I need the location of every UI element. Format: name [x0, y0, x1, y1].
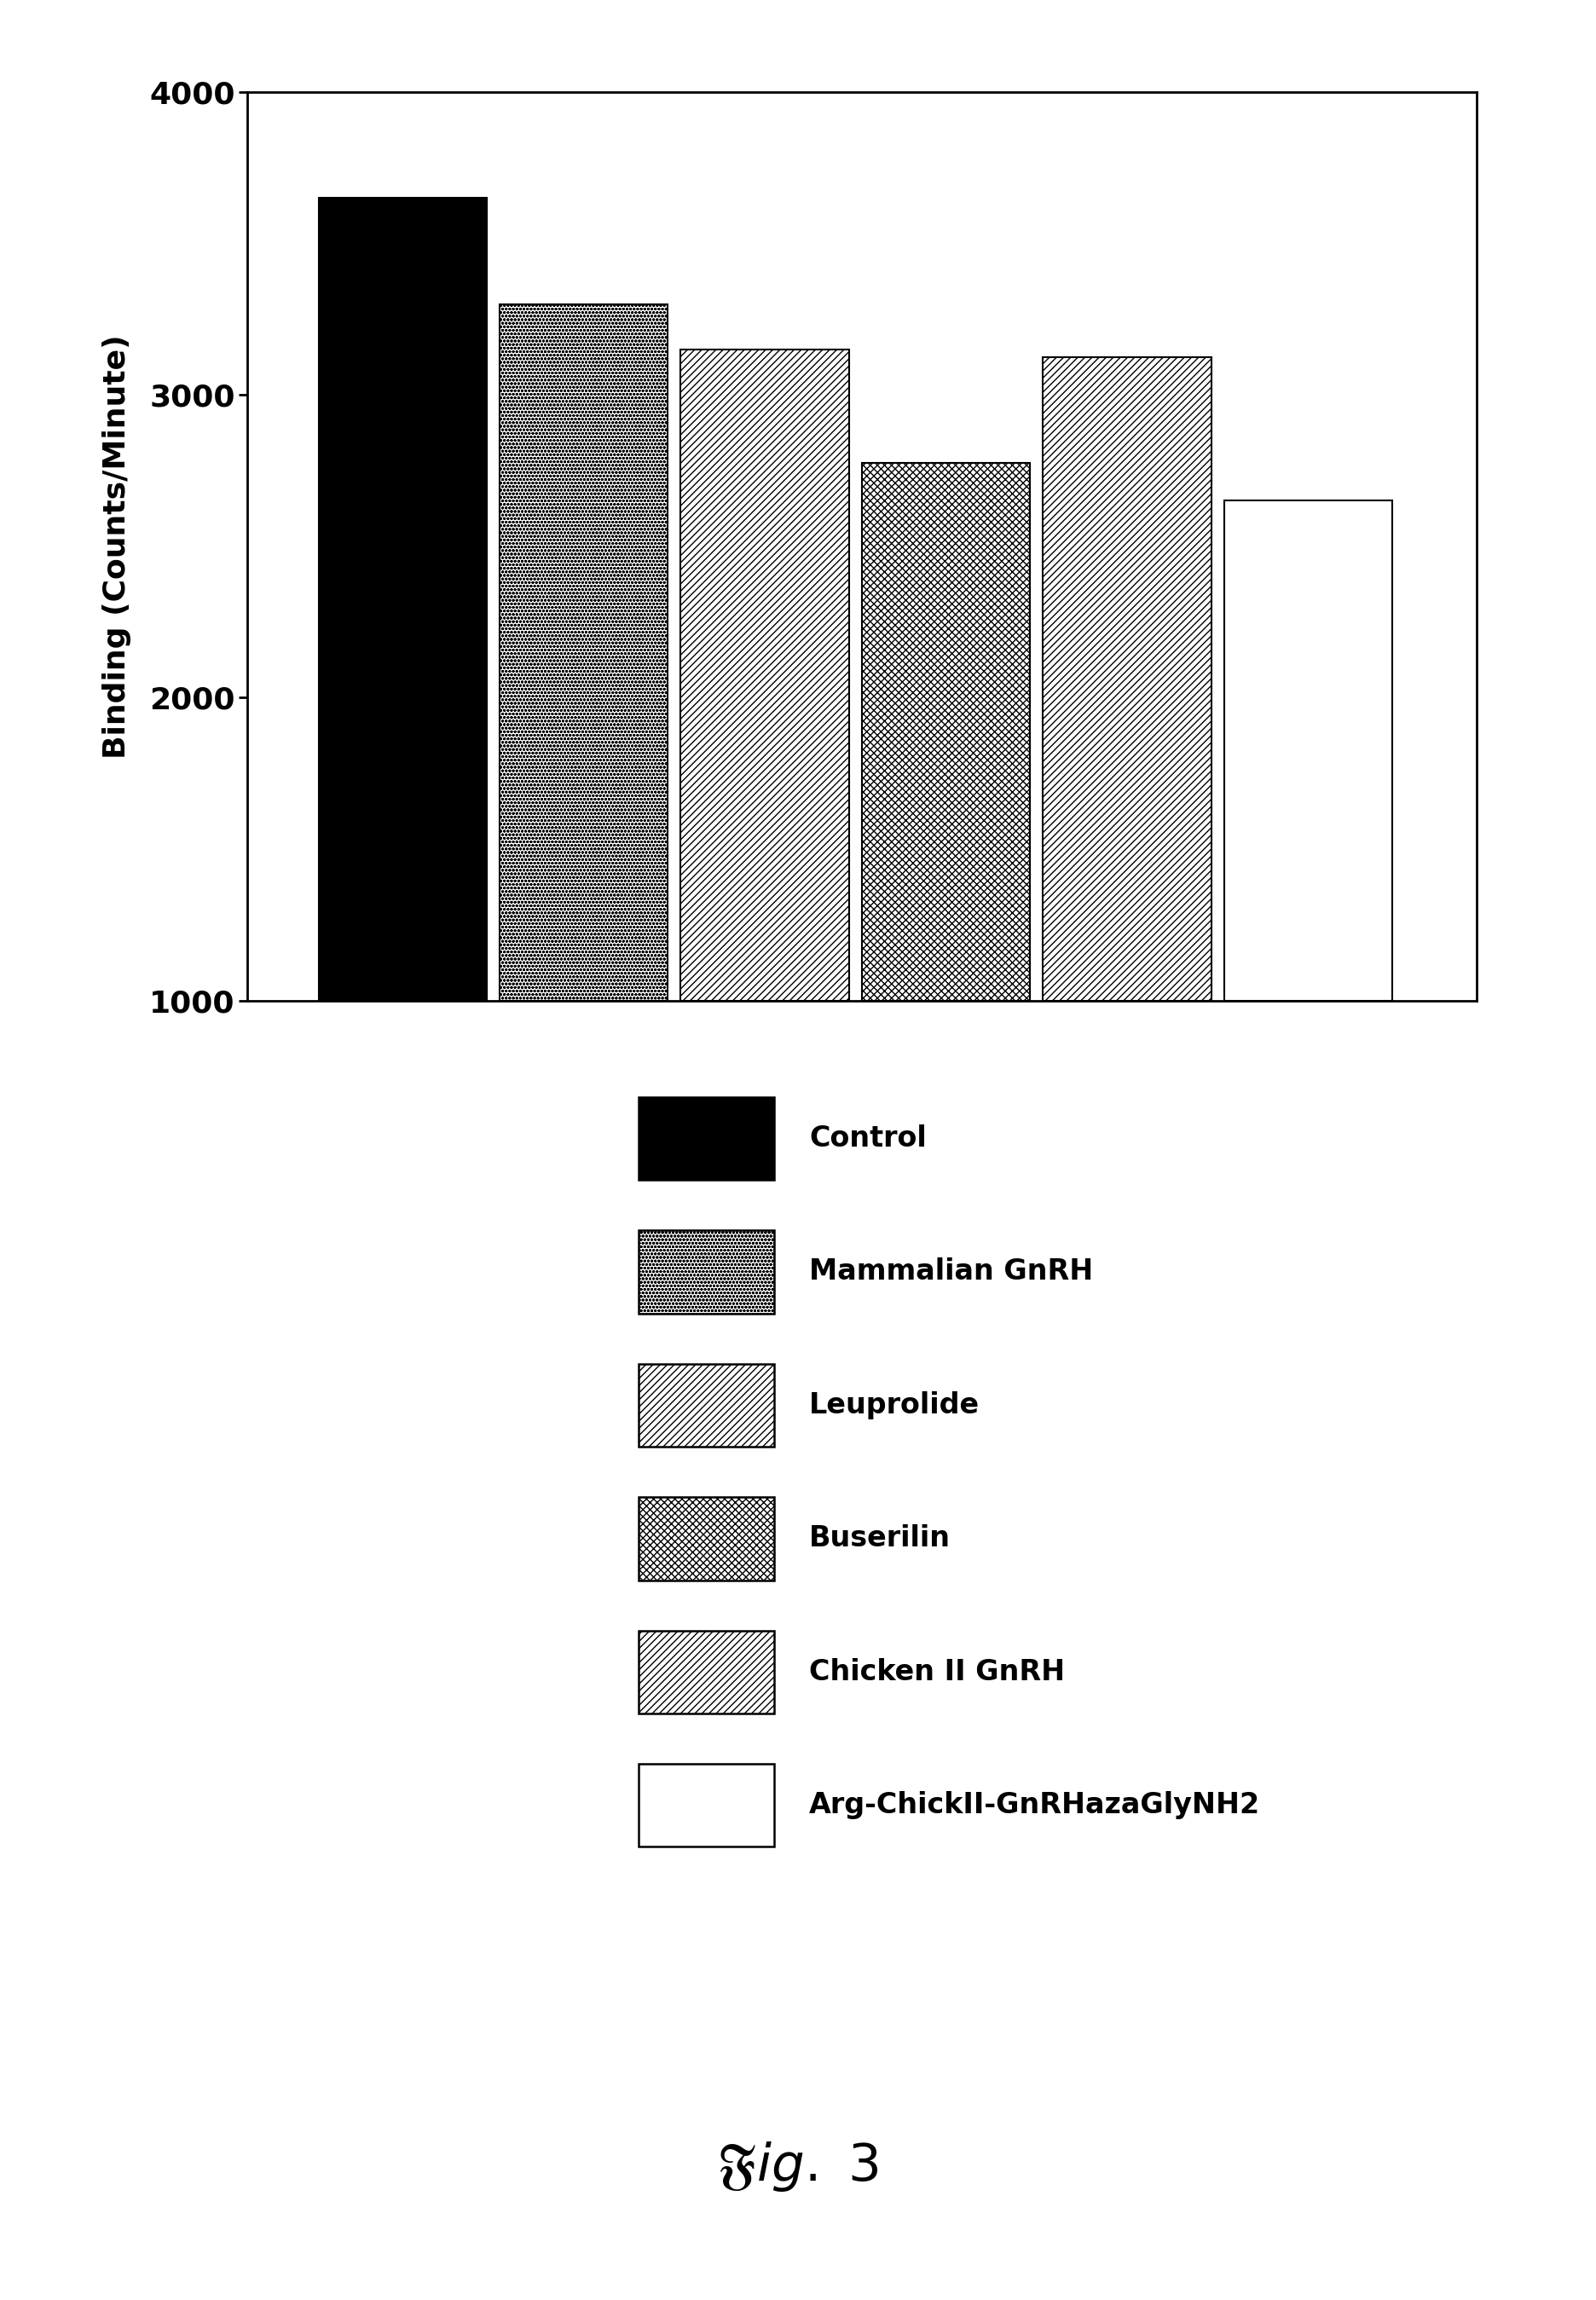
Bar — [319, 198, 487, 1000]
Bar — [1224, 501, 1392, 1000]
Text: Arg-ChickII-GnRHazaGlyNH2: Arg-ChickII-GnRHazaGlyNH2 — [809, 1792, 1261, 1819]
Bar — [681, 350, 849, 1000]
Text: Leuprolide: Leuprolide — [809, 1392, 980, 1419]
Y-axis label: Binding (Counts/Minute): Binding (Counts/Minute) — [102, 333, 131, 759]
Text: Mammalian GnRH: Mammalian GnRH — [809, 1258, 1093, 1286]
Text: Chicken II GnRH: Chicken II GnRH — [809, 1658, 1065, 1686]
Text: Control: Control — [809, 1125, 927, 1152]
Bar — [1042, 356, 1211, 1000]
Bar — [862, 462, 1029, 1000]
Text: Buserilin: Buserilin — [809, 1525, 951, 1552]
Bar — [500, 304, 667, 1000]
Text: $\mathfrak{F}ig.\ 3$: $\mathfrak{F}ig.\ 3$ — [717, 2139, 879, 2194]
